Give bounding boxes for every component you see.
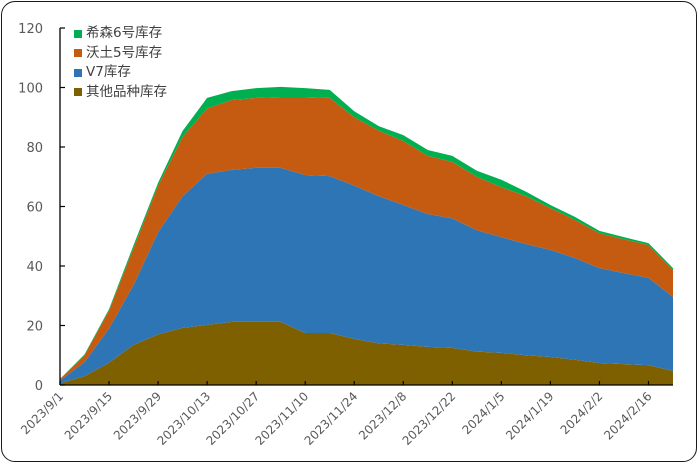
y-tick-label: 20	[26, 320, 43, 335]
y-tick-label: 120	[18, 22, 43, 37]
legend-label-other: 其他品种库存	[86, 83, 167, 100]
y-tick-label: 0	[35, 379, 43, 394]
y-tick-label: 80	[26, 141, 43, 156]
x-tick-label: 2023/11/24	[302, 389, 361, 448]
x-tick-label: 2024/2/2	[558, 389, 606, 437]
legend-item-other: 其他品种库存	[74, 83, 167, 103]
x-tick-label: 2024/1/19	[503, 389, 556, 442]
area-series-1	[60, 167, 673, 384]
x-tick-label: 2024/1/5	[459, 389, 507, 437]
y-tick-label: 40	[26, 260, 43, 275]
area-series-2	[60, 97, 673, 381]
y-tick-label: 100	[18, 82, 43, 97]
area-layers	[60, 86, 673, 385]
legend-swatch-xisen6	[74, 29, 82, 38]
legend-label-xisen6: 希森6号库存	[86, 25, 163, 41]
area-series-0	[60, 321, 673, 385]
legend-label-v7: V7库存	[86, 64, 131, 80]
x-tick-label: 2023/9/15	[62, 389, 115, 442]
legend-swatch-wotu5	[74, 49, 82, 58]
y-tick-label: 60	[26, 201, 43, 216]
legend-item-xisen6: 希森6号库存	[74, 24, 167, 44]
legend-swatch-v7	[74, 68, 82, 77]
x-tick-label: 2023/12/22	[400, 389, 459, 448]
legend-swatch-other	[74, 88, 82, 97]
legend-label-wotu5: 沃土5号库存	[86, 44, 163, 61]
x-tick-label: 2023/9/1	[18, 389, 66, 437]
legend: 希森6号库存 沃土5号库存 V7库存 其他品种库存	[74, 24, 167, 102]
x-tick-label: 2023/9/29	[111, 389, 164, 442]
legend-item-v7: V7库存	[74, 63, 167, 83]
x-tick-label: 2024/2/16	[601, 389, 654, 442]
x-tick-label: 2023/12/8	[356, 389, 409, 442]
legend-item-wotu5: 沃土5号库存	[74, 44, 167, 64]
